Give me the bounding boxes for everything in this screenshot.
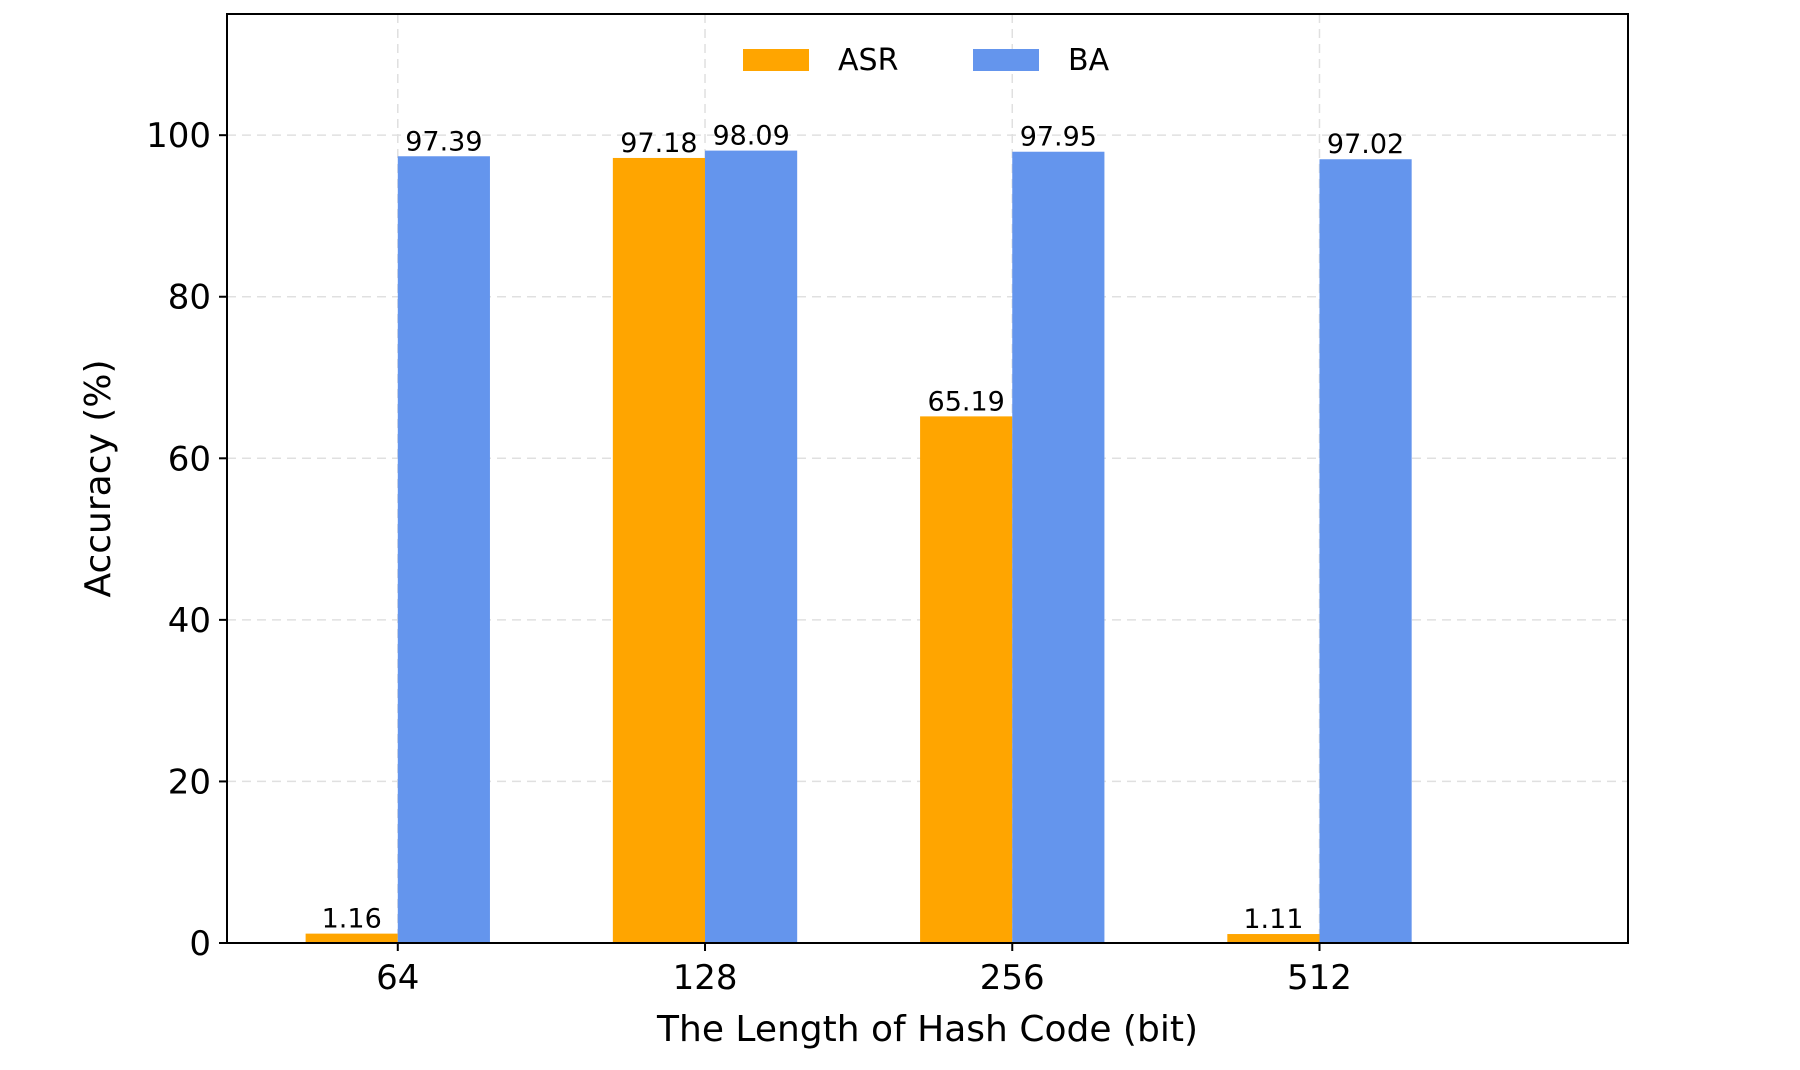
- data-label-asr-256: 65.19: [928, 386, 1005, 417]
- y-tick-label-40: 40: [168, 601, 211, 641]
- y-tick-label-60: 60: [168, 439, 211, 479]
- y-tick-label-0: 0: [189, 924, 211, 964]
- legend-label-ba: BA: [1068, 43, 1110, 78]
- plot-frame: [226, 13, 1629, 944]
- data-label-ba-128: 98.09: [712, 121, 789, 152]
- x-tick-label-128: 128: [673, 958, 738, 998]
- y-tick-label-80: 80: [168, 278, 211, 318]
- bar-asr-128: [612, 157, 706, 944]
- x-tick-label-512: 512: [1287, 958, 1352, 998]
- bar-asr-256: [920, 416, 1013, 943]
- data-label-ba-512: 97.02: [1327, 129, 1404, 160]
- bar-ba-64: [397, 156, 490, 943]
- data-label-ba-256: 97.95: [1020, 122, 1097, 153]
- bar-ba-128: [705, 150, 798, 943]
- legend-label-asr: ASR: [838, 43, 898, 78]
- legend-swatch-asr: [743, 49, 809, 71]
- x-tick-label-256: 256: [980, 958, 1045, 998]
- data-label-asr-512: 1.11: [1243, 904, 1303, 935]
- bar-ba-512: [1319, 159, 1412, 943]
- x-axis-ticks: 64 128 256 512: [376, 943, 1352, 998]
- data-label-asr-64: 1.16: [322, 904, 382, 935]
- x-axis-label: The Length of Hash Code (bit): [656, 1009, 1198, 1050]
- bar-asr-512: [1227, 934, 1320, 943]
- legend: ASR BA: [743, 43, 1110, 78]
- y-axis-ticks: 0 20 40 60 80 100: [146, 116, 227, 964]
- y-axis-label: Accuracy (%): [78, 359, 119, 597]
- data-labels: 1.16 97.18 65.19 1.11 97.39 98.09 97.95 97.02: [322, 121, 1405, 935]
- y-tick-label-20: 20: [168, 762, 211, 802]
- y-tick-label-100: 100: [146, 116, 211, 156]
- legend-swatch-ba: [973, 49, 1039, 71]
- bar-ba-256: [1012, 151, 1105, 943]
- data-label-asr-128: 97.18: [620, 128, 697, 159]
- data-label-ba-64: 97.39: [405, 126, 482, 157]
- x-tick-label-64: 64: [376, 958, 419, 998]
- bar-asr-64: [305, 933, 398, 943]
- bars: [305, 150, 1412, 944]
